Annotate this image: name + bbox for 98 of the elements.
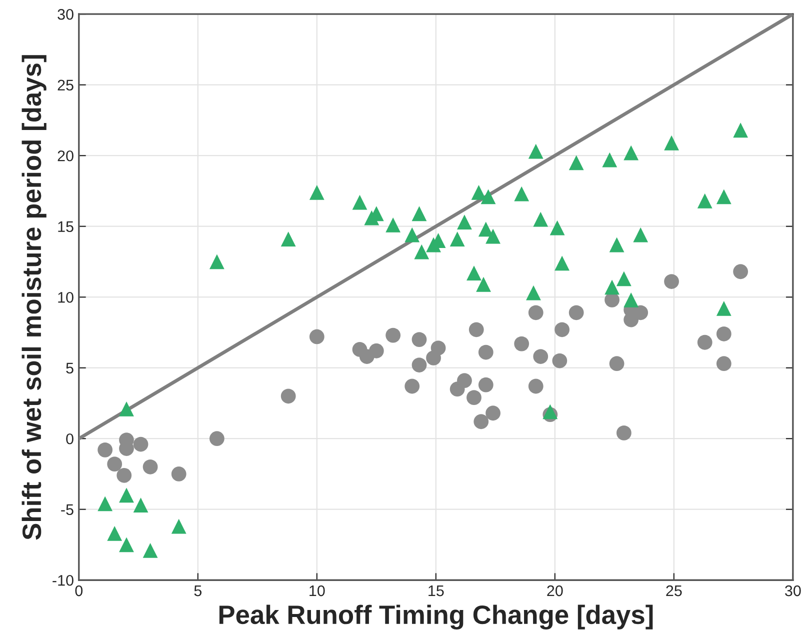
- point: [602, 152, 618, 168]
- y-tick-label: 0: [66, 433, 74, 444]
- point: [552, 353, 568, 368]
- point: [528, 144, 544, 159]
- y-tick-label: 10: [58, 292, 74, 303]
- point: [309, 329, 324, 344]
- point: [280, 388, 296, 404]
- y-tick-label: 30: [58, 8, 74, 20]
- point: [533, 349, 548, 364]
- point: [664, 135, 679, 150]
- point: [486, 406, 500, 421]
- point: [133, 498, 148, 513]
- point: [633, 227, 648, 242]
- point: [107, 456, 122, 472]
- point: [528, 305, 544, 320]
- point: [476, 276, 491, 292]
- point: [368, 343, 384, 358]
- point: [624, 145, 639, 160]
- point: [697, 334, 712, 350]
- point: [386, 217, 401, 232]
- point: [430, 340, 446, 356]
- point: [526, 285, 541, 300]
- point: [616, 271, 632, 286]
- point: [142, 459, 158, 474]
- point: [716, 356, 732, 372]
- point: [457, 373, 472, 388]
- point: [412, 206, 427, 222]
- point: [609, 356, 624, 372]
- x-axis-title: Peak Runoff Timing Change [days]: [219, 604, 653, 630]
- point: [616, 425, 632, 440]
- x-tick-label: 10: [310, 585, 325, 596]
- point: [716, 300, 732, 316]
- y-tick-label: -5: [61, 504, 74, 516]
- point: [609, 237, 624, 252]
- y-tick-label: 25: [58, 80, 74, 91]
- point: [480, 189, 496, 204]
- point: [478, 222, 494, 237]
- point: [554, 322, 570, 338]
- point: [733, 264, 748, 280]
- point: [733, 122, 748, 138]
- point: [478, 377, 494, 392]
- point: [404, 378, 420, 394]
- point: [107, 526, 122, 541]
- y-tick-label: -10: [52, 574, 74, 586]
- point: [471, 184, 486, 200]
- point: [697, 193, 712, 208]
- point: [554, 256, 570, 271]
- y-tick-label: 20: [58, 150, 74, 162]
- point: [457, 214, 472, 230]
- x-tick-label: 15: [428, 586, 444, 596]
- point: [119, 537, 134, 552]
- point: [142, 542, 158, 558]
- y-axis-title: Shift of wet soil moisture period [days]: [22, 55, 46, 540]
- x-tick-label: 30: [785, 585, 801, 596]
- point: [664, 274, 679, 289]
- x-tick-label: 0: [75, 585, 83, 596]
- point: [550, 220, 565, 236]
- point: [486, 228, 500, 244]
- point: [412, 332, 427, 347]
- point: [474, 414, 489, 430]
- point: [533, 212, 548, 227]
- point: [716, 189, 732, 204]
- point: [309, 184, 324, 200]
- point: [119, 488, 134, 503]
- point: [604, 280, 620, 295]
- point: [171, 518, 186, 534]
- point: [171, 466, 186, 482]
- point: [209, 431, 224, 446]
- point: [478, 344, 494, 360]
- point: [352, 194, 368, 210]
- point: [386, 328, 401, 343]
- point: [280, 232, 296, 247]
- point: [412, 358, 427, 372]
- point: [624, 292, 639, 308]
- point: [466, 266, 482, 280]
- point: [98, 496, 113, 512]
- point: [209, 254, 224, 270]
- point: [98, 442, 113, 458]
- point: [404, 227, 420, 242]
- point: [514, 186, 530, 202]
- y-tick-label: 15: [58, 221, 74, 232]
- point: [542, 404, 558, 420]
- point: [116, 468, 132, 483]
- point: [133, 436, 148, 452]
- point: [514, 336, 530, 352]
- point: [528, 378, 544, 394]
- point: [568, 305, 584, 320]
- point: [716, 326, 732, 342]
- point: [414, 244, 430, 260]
- point: [119, 401, 134, 416]
- x-tick-label: 5: [194, 586, 202, 596]
- point: [468, 322, 484, 338]
- y-tick-label: 5: [66, 362, 74, 374]
- x-tick-label: 20: [547, 585, 563, 596]
- point: [568, 155, 584, 170]
- point: [450, 232, 465, 247]
- point: [466, 390, 482, 406]
- x-tick-label: 25: [666, 585, 682, 596]
